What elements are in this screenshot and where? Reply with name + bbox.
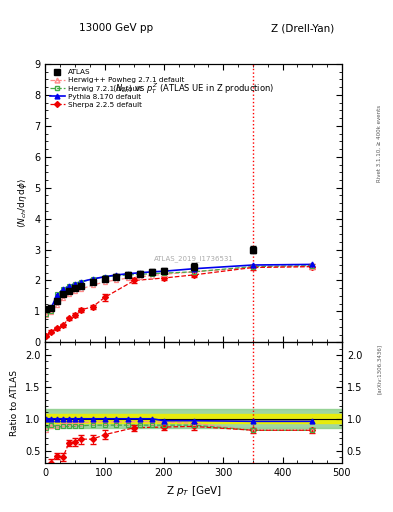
X-axis label: Z $p_T$ [GeV]: Z $p_T$ [GeV] [165,484,222,498]
Text: $\langle N_{ch}\rangle$ vs $p_T^Z$ (ATLAS UE in Z production): $\langle N_{ch}\rangle$ vs $p_T^Z$ (ATLA… [112,81,275,96]
Text: ATLAS_2019_I1736531: ATLAS_2019_I1736531 [154,255,233,262]
Legend: ATLAS, Herwig++ Powheg 2.7.1 default, Herwig 7.2.1 default, Pythia 8.170 default: ATLAS, Herwig++ Powheg 2.7.1 default, He… [49,68,185,110]
Y-axis label: Ratio to ATLAS: Ratio to ATLAS [10,370,19,436]
Text: [arXiv:1306.3436]: [arXiv:1306.3436] [377,344,382,394]
Text: 13000 GeV pp: 13000 GeV pp [79,23,153,33]
Y-axis label: $\langle N_{ch}/\mathrm{d}\eta\,\mathrm{d}\phi\rangle$: $\langle N_{ch}/\mathrm{d}\eta\,\mathrm{… [16,178,29,228]
Bar [45,409,342,429]
Text: Rivet 3.1.10, ≥ 400k events: Rivet 3.1.10, ≥ 400k events [377,105,382,182]
Text: Z (Drell-Yan): Z (Drell-Yan) [271,23,334,33]
Bar [45,414,342,423]
